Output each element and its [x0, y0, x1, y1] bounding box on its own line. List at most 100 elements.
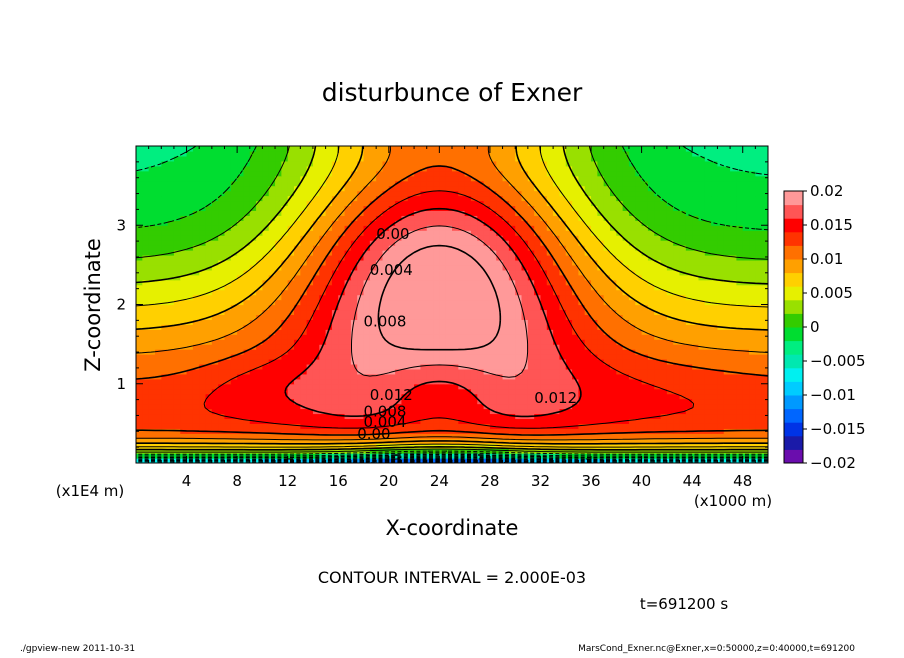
heatmap-cell	[312, 383, 320, 390]
heatmap-cell	[622, 358, 630, 365]
heatmap-cell	[268, 443, 276, 449]
heatmap-cell	[502, 344, 510, 350]
heatmap-cell	[502, 274, 510, 281]
heatmap-cell	[363, 289, 371, 296]
heatmap-cell	[685, 423, 693, 429]
heatmap-cell	[647, 215, 655, 221]
heatmap-cell	[319, 324, 327, 330]
heatmap-cell	[243, 264, 251, 271]
heatmap-cell	[136, 378, 143, 385]
heatmap-cell	[136, 230, 143, 236]
heatmap-cell	[294, 225, 301, 231]
heatmap-cell	[698, 289, 706, 296]
heatmap-cell	[376, 433, 384, 439]
heatmap-cell	[363, 363, 371, 370]
heatmap-cell	[331, 448, 339, 454]
heatmap-cell	[395, 349, 403, 355]
heatmap-cell	[730, 254, 737, 261]
heatmap-cell	[654, 354, 662, 360]
heatmap-cell	[268, 259, 276, 266]
heatmap-cell	[616, 314, 624, 320]
heatmap-cell	[673, 339, 681, 345]
heatmap-cell	[275, 408, 282, 415]
heatmap-cell	[338, 423, 346, 429]
heatmap-cell	[439, 279, 447, 286]
heatmap-cell	[559, 289, 567, 296]
heatmap-cell	[628, 438, 636, 444]
heatmap-cell	[243, 250, 251, 256]
heatmap-cell	[154, 314, 162, 320]
heatmap-cell	[218, 254, 226, 261]
heatmap-cell	[553, 383, 561, 390]
heatmap-cell	[325, 274, 333, 281]
heatmap-cell	[312, 423, 320, 429]
heatmap-cell	[357, 373, 365, 380]
heatmap-cell	[723, 259, 731, 266]
heatmap-cell	[211, 225, 219, 231]
heatmap-cell	[439, 220, 447, 226]
heatmap-cell	[186, 215, 194, 221]
heatmap-cell	[312, 339, 320, 345]
heatmap-cell	[319, 398, 327, 405]
heatmap-cell	[565, 428, 573, 434]
heatmap-cell	[306, 309, 314, 315]
heatmap-cell	[610, 388, 617, 395]
heatmap-cell	[211, 334, 219, 340]
heatmap-cell	[470, 428, 478, 434]
heatmap-cell	[186, 259, 194, 266]
heatmap-cell	[742, 383, 750, 390]
heatmap-cell	[730, 294, 737, 301]
heatmap-cell	[610, 378, 617, 385]
heatmap-cell	[641, 448, 649, 454]
heatmap-cell	[749, 418, 756, 424]
heatmap-cell	[173, 215, 181, 221]
heatmap-cell	[565, 339, 573, 345]
heatmap-cell	[161, 329, 169, 335]
heatmap-cell	[211, 403, 219, 410]
heatmap-cell	[692, 408, 700, 415]
heatmap-cell	[742, 373, 750, 380]
heatmap-cell	[148, 383, 156, 390]
heatmap-cell	[173, 418, 181, 424]
heatmap-cell	[591, 220, 598, 226]
heatmap-cell	[489, 418, 497, 424]
heatmap-cell	[249, 235, 257, 241]
heatmap-cell	[192, 220, 200, 226]
heatmap-cell	[281, 329, 289, 335]
heatmap-cell	[180, 235, 188, 241]
heatmap-cell	[534, 225, 542, 231]
heatmap-cell	[294, 363, 301, 370]
heatmap-cell	[243, 393, 251, 400]
heatmap-cell	[382, 264, 390, 271]
heatmap-cell	[628, 329, 636, 335]
heatmap-cell	[211, 264, 219, 271]
heatmap-cell	[382, 339, 390, 345]
heatmap-cell	[325, 363, 333, 370]
heatmap-cell	[742, 274, 750, 281]
heatmap-cell	[439, 354, 447, 360]
heatmap-cell	[331, 220, 339, 226]
heatmap-cell	[591, 279, 598, 286]
heatmap-cell	[673, 408, 681, 415]
heatmap-cell	[376, 240, 384, 246]
heatmap-cell	[224, 363, 232, 370]
heatmap-cell	[572, 289, 579, 296]
heatmap-cell	[755, 225, 763, 231]
heatmap-cell	[439, 250, 447, 256]
heatmap-cell	[666, 269, 674, 276]
heatmap-cell	[761, 413, 768, 420]
heatmap-cell	[464, 304, 472, 311]
heatmap-cell	[148, 269, 156, 276]
heatmap-cell	[584, 354, 592, 360]
heatmap-cell	[161, 279, 169, 286]
heatmap-cell	[363, 250, 371, 256]
heatmap-cell	[205, 344, 213, 350]
heatmap-cell	[736, 383, 744, 390]
heatmap-cell	[755, 433, 763, 439]
heatmap-cell	[312, 388, 320, 395]
heatmap-cell	[654, 274, 662, 281]
heatmap-cell	[464, 215, 472, 221]
heatmap-cell	[572, 373, 579, 380]
heatmap-cell	[540, 428, 548, 434]
heatmap-cell	[603, 230, 611, 236]
